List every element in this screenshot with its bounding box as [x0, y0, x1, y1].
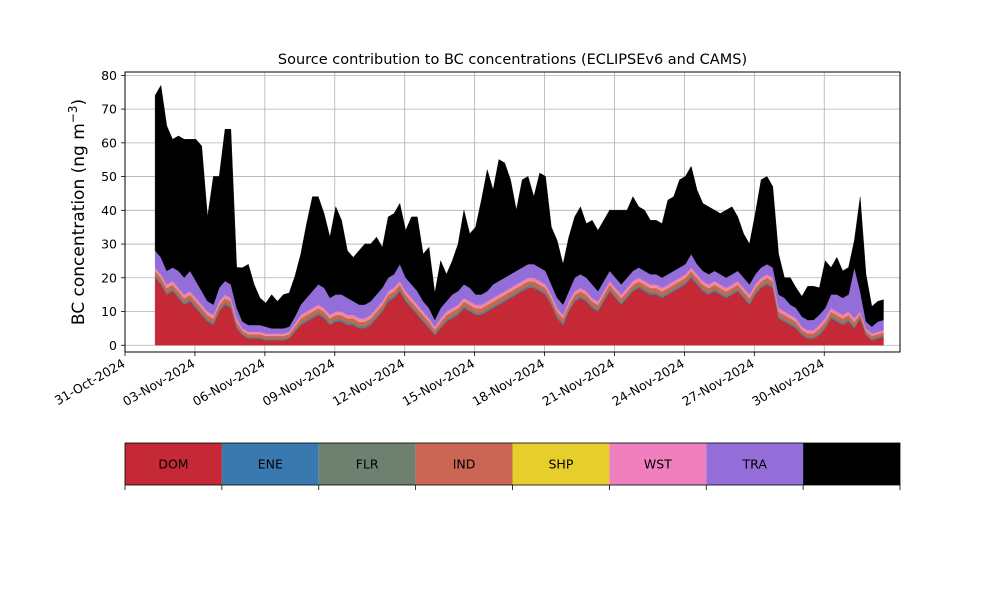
legend-label: IND [453, 457, 476, 472]
legend-label: WST [644, 457, 672, 472]
x-tick-label: 27-Nov-2024 [679, 356, 757, 409]
legend-label: TRA [742, 457, 768, 472]
y-tick-label: 20 [101, 270, 117, 285]
x-tick-label: 24-Nov-2024 [609, 356, 687, 409]
y-tick-label: 50 [101, 169, 117, 184]
legend-label: DOM [158, 457, 188, 472]
x-tick-label: 18-Nov-2024 [470, 356, 548, 409]
x-tick-label: 12-Nov-2024 [330, 356, 408, 409]
y-axis: 0 10 20 30 40 50 60 70 80 [101, 68, 125, 353]
y-tick-label: 10 [101, 304, 117, 319]
y-tick-label: 30 [101, 237, 117, 252]
x-tick-label: 31-Oct-2024 [52, 356, 128, 408]
y-axis-label-text: BC concentration (ng m [69, 123, 89, 325]
legend-swatch-dom [125, 443, 222, 485]
legend-swatch-wst [609, 443, 707, 485]
plot-frame [124, 71, 901, 353]
legend-label: ENE [258, 457, 283, 472]
legend-swatch-ene [221, 443, 319, 485]
legend-swatch-tra [706, 443, 804, 485]
y-axis-label-sup: −3 [66, 105, 80, 123]
y-tick-label: 40 [101, 203, 117, 218]
legend-swatch-shp [512, 443, 610, 485]
y-axis-label: BC concentration (ng m−3) [66, 99, 89, 325]
y-tick-label: 60 [101, 135, 117, 150]
stacked-areas [154, 84, 884, 346]
series-area-bb [154, 84, 884, 329]
x-tick-label: 03-Nov-2024 [120, 356, 198, 409]
legend-label: FLR [356, 457, 379, 472]
x-tick-label: 21-Nov-2024 [539, 356, 617, 409]
y-tick-label: 80 [101, 68, 117, 83]
color-legend: DOM ENE FLR IND SHP WST TRA BB [124, 442, 901, 490]
x-tick-label: 09-Nov-2024 [260, 356, 338, 409]
legend-label: BB [843, 457, 860, 472]
y-tick-label: 70 [101, 102, 117, 117]
legend-swatch-ind [415, 443, 513, 485]
y-tick-label: 0 [109, 338, 117, 353]
legend-swatch-bb [803, 443, 900, 485]
chart-title: Source contribution to BC concentrations… [278, 52, 747, 68]
x-axis: 31-Oct-202403-Nov-202406-Nov-202409-Nov-… [52, 352, 827, 409]
x-tick-label: 30-Nov-2024 [749, 356, 827, 409]
legend-label: SHP [549, 457, 574, 472]
x-tick-label: 06-Nov-2024 [190, 356, 268, 409]
legend-swatch-flr [318, 443, 416, 485]
y-axis-label-close: ) [69, 99, 89, 106]
x-tick-label: 15-Nov-2024 [400, 356, 478, 409]
